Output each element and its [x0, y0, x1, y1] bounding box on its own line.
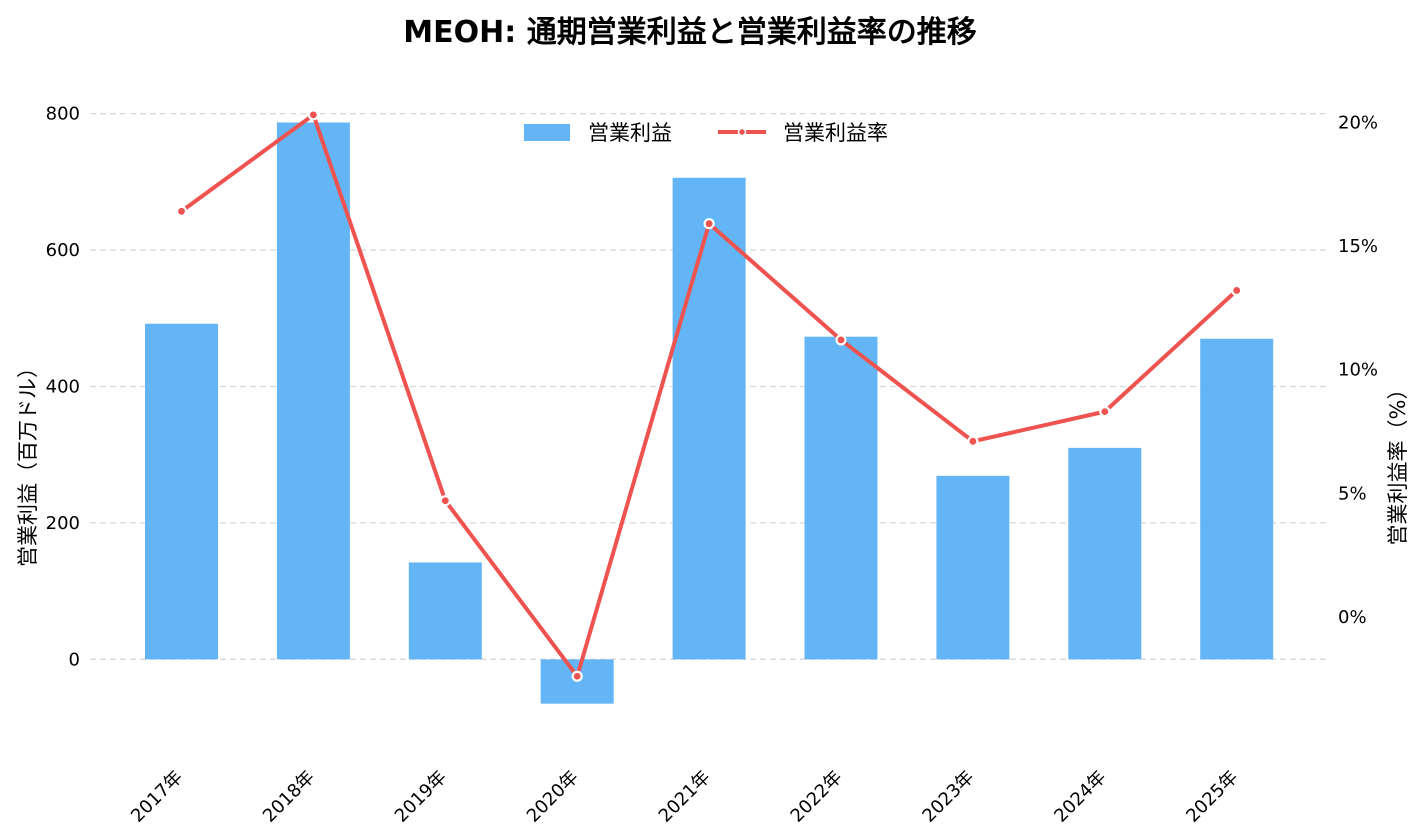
point-operating-margin [835, 334, 847, 346]
chart-title: MEOH: 通期営業利益と営業利益率の推移 [403, 15, 976, 50]
bar-operating-income [936, 475, 1010, 660]
y-tick-label: 200 [46, 513, 80, 534]
y-tick-label: 400 [46, 376, 80, 397]
x-tick-label: 2024年 [1050, 767, 1110, 827]
x-tick-label: 2020年 [523, 767, 583, 827]
y-axis-label: 営業利益（百万ドル） [16, 357, 40, 567]
y-tick-label: 0 [69, 649, 80, 670]
bar-operating-income [1068, 447, 1142, 660]
point-operating-margin [1231, 284, 1243, 297]
x-tick-label: 2017年 [127, 767, 187, 827]
legend-swatch-marker [737, 127, 747, 137]
legend: 営業利益 営業利益率 [524, 121, 888, 145]
y2-tick-label: 15% [1338, 236, 1378, 257]
y-tick-label: 600 [46, 240, 80, 261]
point-operating-margin [571, 670, 583, 682]
x-axis: 2017年 2018年 2019年 2020年 2021年 2022年 2023年 2024年… [127, 767, 1242, 827]
line-layer [175, 109, 1243, 682]
x-tick-label: 2022年 [787, 767, 847, 827]
y2-tick-label: 5% [1338, 483, 1367, 504]
bar-operating-income [276, 122, 350, 660]
x-tick-label: 2018年 [259, 767, 319, 827]
bar-operating-income [408, 562, 482, 660]
y2-tick-label: 10% [1338, 360, 1378, 381]
x-tick-label: 2023年 [918, 767, 978, 827]
legend-label-operating-income: 営業利益 [588, 121, 672, 145]
bar-operating-income [1200, 338, 1274, 660]
legend-swatch-bar [524, 124, 570, 141]
point-operating-margin [307, 109, 319, 121]
bar-operating-income [145, 323, 218, 660]
point-operating-margin [1099, 406, 1111, 418]
y-axis-right: 0% 5% 10% 15% 20% [1338, 112, 1378, 628]
bar-operating-income [804, 336, 878, 660]
x-tick-label: 2021年 [655, 767, 715, 827]
y-tick-label: 800 [46, 104, 80, 125]
point-operating-margin [175, 205, 188, 217]
x-tick-label: 2019年 [391, 767, 451, 827]
y2-tick-label: 20% [1338, 112, 1378, 133]
x-tick-label: 2025年 [1182, 767, 1242, 827]
bars-layer [145, 122, 1274, 704]
point-operating-margin [703, 218, 715, 230]
y-axis-left: 0 200 400 600 800 [46, 104, 80, 671]
y2-tick-label: 0% [1338, 607, 1367, 628]
point-operating-margin [967, 435, 979, 447]
y2-axis-label: 営業利益率（%） [1386, 379, 1410, 546]
bar-operating-income [672, 177, 746, 660]
legend-label-operating-margin: 営業利益率 [783, 121, 888, 145]
point-operating-margin [439, 495, 451, 507]
